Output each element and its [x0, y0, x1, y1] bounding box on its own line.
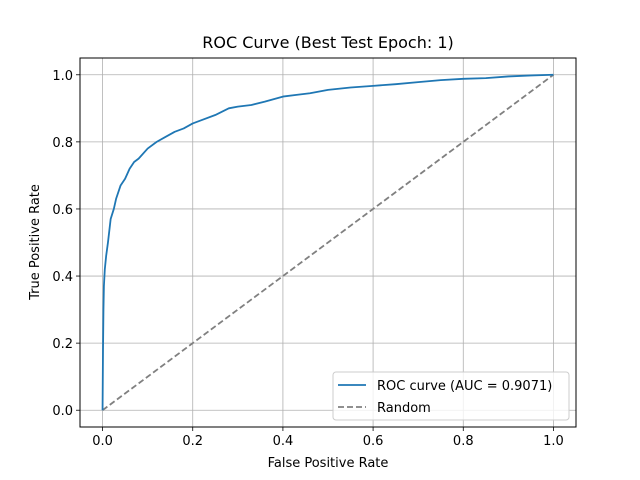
random-baseline-line — [102, 74, 554, 411]
y-tick-label: 0.0 — [52, 404, 73, 419]
x-tick-label: 0.2 — [182, 434, 203, 449]
y-ticks: 0.0 0.2 0.4 0.6 0.8 1.0 — [52, 69, 80, 419]
grid — [80, 58, 576, 427]
roc-curve-line — [101, 73, 554, 411]
x-axis-label: False Positive Rate — [268, 456, 389, 471]
x-tick-label: 0.6 — [363, 434, 384, 449]
y-tick-label: 1.0 — [52, 69, 73, 84]
legend-label-roc: ROC curve (AUC = 0.9071) — [377, 379, 552, 394]
x-tick-label: 0.4 — [273, 434, 294, 449]
chart-title: ROC Curve (Best Test Epoch: 1) — [202, 33, 454, 52]
x-ticks: 0.0 0.2 0.4 0.6 0.8 1.0 — [92, 427, 564, 449]
plot-frame — [79, 57, 577, 428]
legend-label-random: Random — [377, 401, 431, 416]
y-tick-label: 0.6 — [52, 203, 73, 218]
legend: ROC curve (AUC = 0.9071) Random — [332, 371, 570, 421]
legend-box — [332, 371, 570, 421]
y-tick-label: 0.2 — [52, 337, 73, 352]
series-group — [101, 73, 554, 411]
y-tick-label: 0.8 — [52, 136, 73, 151]
x-tick-label: 1.0 — [543, 434, 564, 449]
y-axis-label: True Positive Rate — [28, 184, 43, 301]
x-tick-label: 0.8 — [453, 434, 474, 449]
x-tick-label: 0.0 — [92, 434, 113, 449]
y-tick-label: 0.4 — [52, 270, 73, 285]
